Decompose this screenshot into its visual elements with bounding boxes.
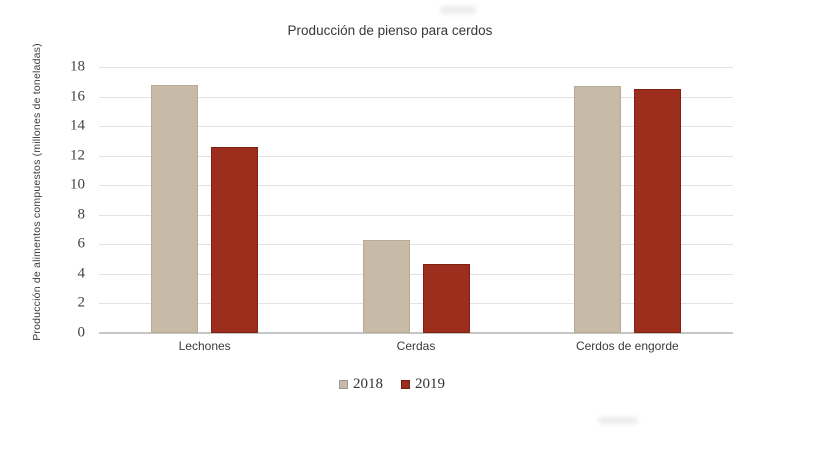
y-tick-label: 16 — [70, 88, 85, 105]
bar-2019-cerdas — [422, 263, 470, 333]
y-tick-label: 2 — [77, 294, 86, 311]
gridline — [99, 155, 733, 157]
y-tick-label: 10 — [70, 176, 85, 193]
legend: 2018 2019 — [0, 376, 784, 393]
gridline — [99, 96, 733, 98]
gridline — [99, 244, 733, 246]
bar-2019-cerdos-de-engorde — [633, 89, 681, 333]
y-axis-ticks: 0 2 4 6 8 10 12 14 16 18 — [0, 59, 86, 341]
legend-swatch-2019 — [401, 380, 410, 389]
bar-2019-lechones — [211, 146, 259, 333]
y-tick-label: 6 — [77, 235, 86, 252]
bar-2018-cerdas — [362, 239, 410, 333]
legend-swatch-2018 — [339, 380, 348, 389]
legend-label-2019: 2019 — [415, 376, 445, 392]
gridline — [99, 303, 733, 305]
bar-2018-lechones — [151, 84, 199, 333]
watermark-artifact-bottom — [598, 417, 638, 424]
y-tick-label: 8 — [77, 206, 86, 223]
watermark-artifact-top — [440, 6, 476, 14]
x-axis-label-cerdas: Cerdas — [396, 339, 436, 353]
gridline — [99, 126, 733, 128]
gridline — [99, 214, 733, 216]
y-tick-label: 12 — [70, 147, 85, 164]
x-axis-label-cerdos-de-engorde: Cerdos de engorde — [575, 339, 679, 353]
y-tick-label: 14 — [70, 117, 85, 134]
chart-title: Producción de pienso para cerdos — [287, 23, 493, 38]
legend-item-2019: 2019 — [401, 376, 445, 393]
x-axis-line — [99, 332, 733, 334]
legend-label-2018: 2018 — [353, 376, 383, 392]
y-tick-label: 4 — [77, 265, 86, 282]
x-axis-labels: Lechones Cerdas Cerdos de engorde — [99, 339, 733, 357]
gridline — [99, 67, 733, 68]
plot-area — [99, 67, 733, 334]
gridline — [99, 273, 733, 275]
bar-2018-cerdos-de-engorde — [573, 86, 621, 333]
y-tick-label: 0 — [77, 324, 86, 341]
y-tick-label: 18 — [70, 58, 85, 75]
x-axis-label-lechones: Lechones — [178, 339, 231, 353]
gridline — [99, 185, 733, 187]
legend-item-2018: 2018 — [339, 376, 383, 393]
